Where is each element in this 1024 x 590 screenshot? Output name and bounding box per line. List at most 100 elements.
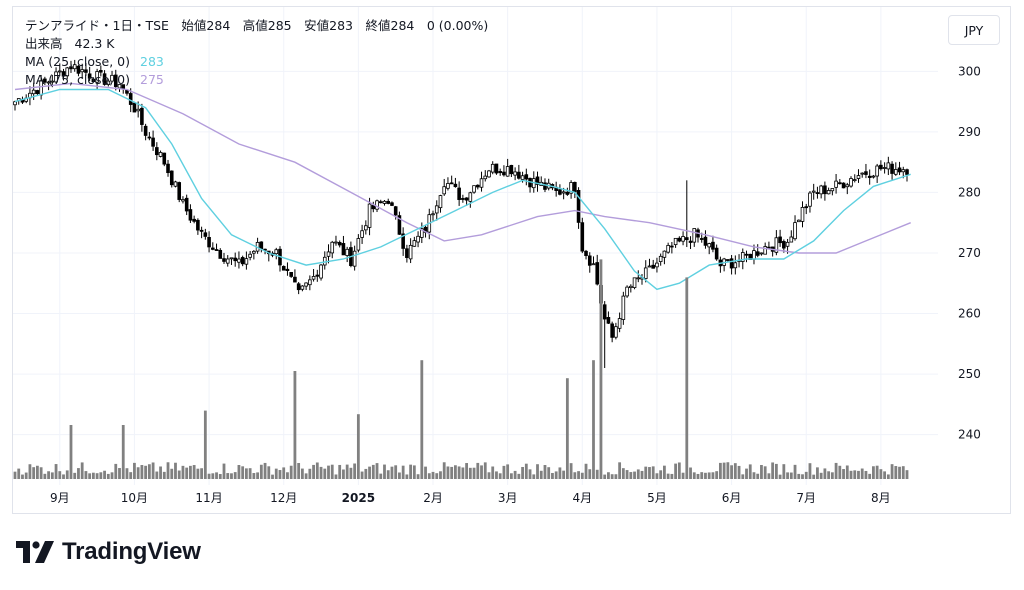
volume-bar [35,465,39,479]
volume-bar [371,464,375,479]
candle-body [162,152,167,165]
volume-bar [838,465,842,479]
volume-bar [767,473,771,479]
candle-body [823,185,827,195]
volume-bar [733,463,737,479]
candle-body [84,69,88,73]
candle-body [782,241,786,249]
candle-body [177,182,182,200]
candle-body [147,136,152,139]
candle-body [91,78,96,83]
candle-body [341,243,346,256]
volume-bar [655,473,659,479]
volume-bar [506,464,510,479]
candle-body [128,93,133,105]
candle-body [431,213,435,216]
candle-body [196,219,200,231]
candle-body [643,267,648,279]
volume-bar [73,472,77,479]
candle-body [699,238,704,240]
candle-body [259,241,264,250]
volume-bar [215,472,218,479]
volume-bar [267,466,271,479]
volume-bar [573,472,577,479]
volume-bar [226,473,230,479]
volume-bar [409,464,413,479]
volume-bar [50,472,54,479]
candle-body [826,190,831,195]
volume-bar [521,466,524,479]
ma75-legend[interactable]: MA (75, close, 0) 275 [25,71,488,89]
ma25-line [14,88,911,291]
volume-bar [189,465,192,479]
volume-bar [439,471,442,479]
candle-body [886,162,891,170]
candle-body [740,252,745,262]
volume-bar [32,467,36,479]
volume-bar [390,466,394,479]
ma25-legend[interactable]: MA (25, close, 0) 283 [25,53,488,71]
tradingview-brand[interactable]: TradingView [16,538,201,566]
candle-body [595,262,600,285]
candle-body [864,171,868,175]
candle-body [617,318,622,329]
candle-body [662,250,667,258]
candle-body [875,165,879,177]
volume-bar [222,463,226,479]
volume-bar [592,360,595,479]
volume-bar [774,463,778,479]
candle-body [494,163,499,174]
candle-body [632,277,637,288]
volume-bar [476,462,480,479]
volume-bar [244,468,248,479]
candle-body [136,108,140,112]
volume-bar [636,469,640,479]
candle-body [382,200,387,204]
candle-body [535,176,540,185]
volume-bar [536,464,539,479]
brand-name: TradingView [62,538,201,565]
candle-body [502,171,506,176]
volume-bar [789,472,793,479]
volume-bar [364,468,368,479]
candle-body [789,236,794,243]
candle-body [449,182,454,185]
volume-bar [551,472,554,479]
volume-bar [162,471,166,479]
volume-bar [203,410,207,479]
candle-body [677,237,682,242]
volume-bar [21,474,24,479]
candle-body [412,240,417,247]
volume-bar [312,464,315,479]
volume-bar [666,473,670,479]
volume-bar [450,466,454,479]
candle-body [841,182,846,189]
volume-bar [330,464,334,479]
volume-bar [625,470,629,479]
chart-panel[interactable]: 300 290 280 270 260 250 240 9月 10月 11月 12月 2025 2月 3月… [12,6,1011,514]
volume-bar [681,472,685,479]
volume-bar [849,470,853,479]
volume-bar [353,463,357,479]
volume-bar [121,425,125,479]
volume-bar [864,470,868,479]
candlestick-chart[interactable]: 300 290 280 270 260 250 240 9月 10月 11月 12月 2025 2月 3月… [13,7,1010,513]
volume-bar [159,466,162,479]
candle-body [621,295,626,320]
volume-bar [442,462,446,479]
volume-bar [752,472,756,479]
volume-bar [394,465,398,479]
candle-body [711,241,715,250]
candle-body [684,237,689,241]
candle-body [673,237,678,246]
volume-bar [704,472,707,479]
volume-bar [129,472,133,479]
candle-body [901,169,906,173]
volume-bar [263,462,267,479]
currency-button[interactable]: JPY [948,15,1000,45]
volume-bar [857,470,860,479]
candle-body [308,279,312,286]
candle-body [714,247,719,260]
candle-body [796,219,801,223]
volume-bar [778,474,782,479]
